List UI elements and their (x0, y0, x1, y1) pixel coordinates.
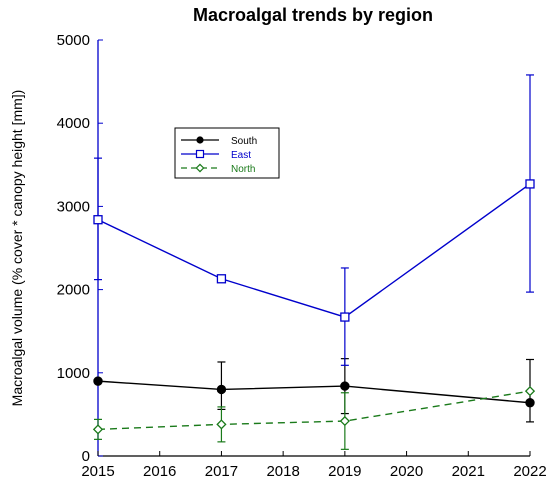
y-tick-label: 1000 (57, 365, 90, 382)
y-axis-label: Macroalgal volume (% cover * canopy heig… (9, 90, 25, 407)
series-group (92, 74, 536, 450)
series-south (93, 358, 535, 423)
data-point (339, 415, 350, 427)
data-point (216, 419, 227, 430)
series-line (97, 380, 531, 404)
data-point (340, 381, 350, 391)
data-point (340, 312, 350, 322)
data-point (93, 376, 103, 386)
series-line (97, 183, 531, 318)
x-tick-label: 2015 (81, 463, 114, 480)
axes: 0 1000 2000 3000 4000 5000 2015 2016 2017 2018 201… (57, 32, 547, 480)
series-line (97, 390, 531, 431)
x-tick-label: 2021 (452, 463, 485, 480)
legend-box (174, 127, 280, 179)
data-point (92, 424, 104, 435)
legend-label: North (231, 164, 255, 175)
data-point (525, 398, 535, 408)
data-point (524, 385, 536, 397)
legend-label: South (231, 136, 257, 147)
legend-item: South (181, 136, 257, 147)
x-tick-label: 2017 (205, 463, 238, 480)
data-point (93, 215, 103, 225)
y-tick-label: 0 (82, 448, 90, 465)
x-tick-label: 2020 (390, 463, 423, 480)
chart-title: Macroalgal trends by region (193, 5, 433, 25)
series-north (92, 385, 536, 450)
y-tick-label: 4000 (57, 115, 90, 132)
legend-label: East (231, 150, 251, 161)
y-tick-label: 2000 (57, 282, 90, 299)
legend-marker (195, 149, 205, 159)
legend-marker (196, 136, 204, 144)
series-east (93, 74, 535, 366)
data-point (216, 274, 227, 284)
x-tick-label: 2018 (266, 463, 299, 480)
y-tick-label: 3000 (57, 198, 90, 215)
data-point (216, 384, 227, 395)
y-tick-label: 5000 (57, 32, 90, 49)
x-tick-label: 2016 (143, 463, 176, 480)
legend: South East North (174, 127, 280, 179)
legend-item: North (181, 163, 255, 175)
x-tick-label: 2019 (328, 463, 361, 480)
legend-marker (195, 163, 205, 173)
data-point (525, 179, 535, 189)
legend-item: East (181, 149, 251, 161)
x-tick-label: 2022 (513, 463, 546, 480)
